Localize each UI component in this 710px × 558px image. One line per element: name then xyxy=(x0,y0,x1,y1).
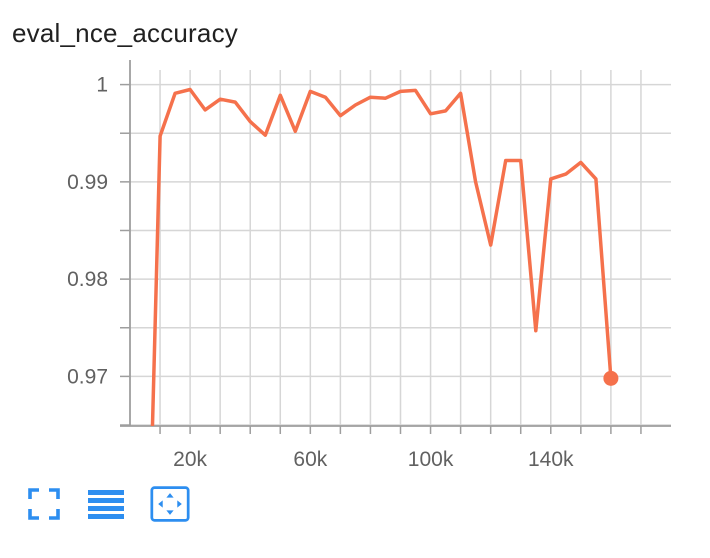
y-tick-label: 0.97 xyxy=(67,365,108,388)
grid-layer xyxy=(130,70,671,426)
y-tick-label: 0.98 xyxy=(67,268,108,291)
fit-domain-button[interactable] xyxy=(150,484,190,524)
toggle-log-scale-button[interactable] xyxy=(86,484,126,524)
x-tick-label: 20k xyxy=(173,448,207,471)
y-tick-label: 0.99 xyxy=(67,171,108,194)
x-tick-label: 140k xyxy=(528,448,574,471)
series-layer xyxy=(150,87,619,426)
series-line xyxy=(150,87,613,426)
axis-layer xyxy=(120,60,671,434)
x-tick-label: 100k xyxy=(408,448,454,471)
label-layer: 0.97 0.98 0.99 1 20k 60k 100k 140k xyxy=(67,74,574,471)
last-point-marker xyxy=(603,370,619,386)
y-tick-label: 1 xyxy=(96,74,108,97)
fit-domain-icon xyxy=(150,486,190,522)
chart-title: eval_nce_accuracy xyxy=(12,18,238,48)
fullscreen-icon xyxy=(28,488,60,520)
toggle-log-scale-icon xyxy=(88,490,124,519)
fullscreen-button[interactable] xyxy=(24,484,64,524)
x-tick-label: 60k xyxy=(293,448,327,471)
